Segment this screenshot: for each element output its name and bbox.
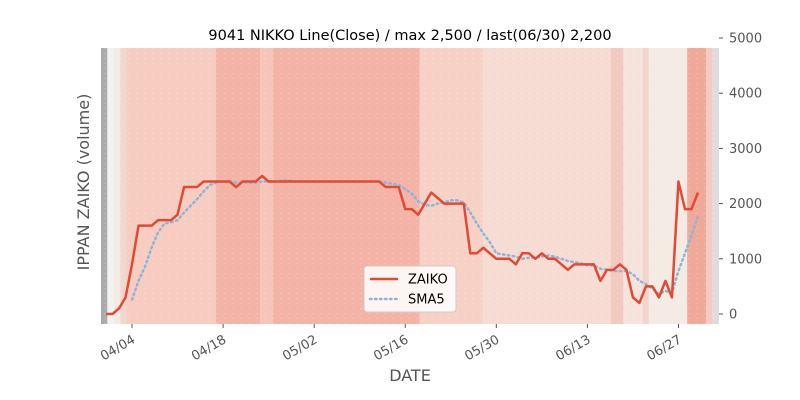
background-band xyxy=(483,48,611,324)
background-band xyxy=(610,48,624,324)
dot-texture xyxy=(104,48,714,324)
background-band xyxy=(107,48,114,324)
legend: ZAIKO SMA5 xyxy=(363,265,457,313)
x-tick-label: 05/16 xyxy=(371,332,411,364)
x-tick-label: 06/27 xyxy=(645,332,685,364)
y-axis: 0 1000 2000 3000 4000 5000 xyxy=(719,32,762,323)
background-band xyxy=(260,48,274,324)
background-band xyxy=(113,48,121,324)
y-tick-label: 3000 xyxy=(729,142,762,157)
x-tick-label: 05/30 xyxy=(462,332,502,364)
y-tick-label: 1000 xyxy=(729,252,762,267)
chart-title: 9041 NIKKO Line(Close) / max 2,500 / las… xyxy=(208,28,611,44)
background-band xyxy=(120,48,127,324)
background-band xyxy=(642,48,649,324)
legend-box xyxy=(363,265,457,313)
series-line-zaiko xyxy=(106,174,700,316)
background-band xyxy=(687,48,707,324)
background-band xyxy=(712,48,719,324)
y-tick-label: 4000 xyxy=(729,87,762,102)
background-band xyxy=(101,48,108,324)
x-tick-label: 04/04 xyxy=(98,332,138,364)
x-axis: 04/04 04/18 05/02 05/16 05/30 06/13 06/27 xyxy=(98,324,684,364)
background-band xyxy=(648,48,688,324)
x-tick-label: 05/02 xyxy=(280,332,320,364)
y-tick-label: 0 xyxy=(729,308,737,323)
legend-label-sma5: SMA5 xyxy=(408,293,445,308)
y-tick-label: 2000 xyxy=(729,197,762,212)
x-axis-label: DATE xyxy=(389,366,431,385)
y-axis-label: IPPAN ZAIKO (volume) xyxy=(74,94,93,271)
x-tick-label: 04/18 xyxy=(189,332,229,364)
background-band xyxy=(623,48,643,324)
legend-label-zaiko: ZAIKO xyxy=(408,273,448,288)
background-band xyxy=(126,48,216,324)
background-band xyxy=(706,48,713,324)
series-layer xyxy=(106,174,700,316)
y-tick-label: 5000 xyxy=(729,32,762,47)
x-tick-label: 06/13 xyxy=(553,332,593,364)
